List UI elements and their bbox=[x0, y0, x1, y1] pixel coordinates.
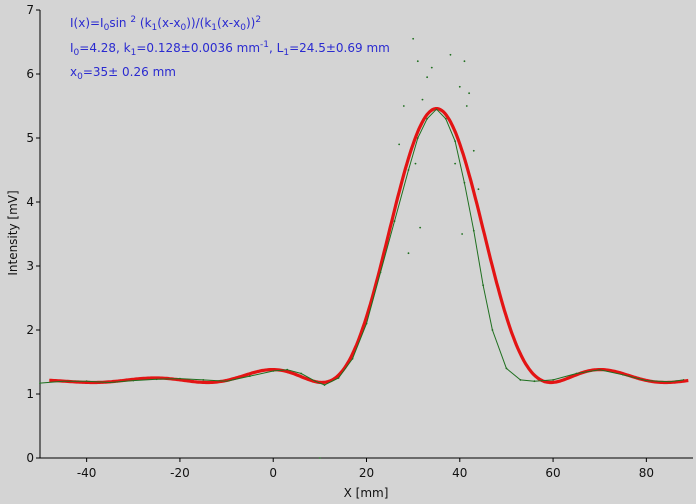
y-axis-label: Intensity [mV] bbox=[6, 190, 20, 275]
fit-annotation: I(x)=I0sin 2 (k1(x-x0))/(k1(x-x0))2 I0=4… bbox=[70, 15, 390, 82]
x-tick-label: 20 bbox=[359, 466, 374, 480]
outlier-points bbox=[318, 37, 480, 459]
y-tick-label: 7 bbox=[26, 3, 34, 17]
outlier-point bbox=[449, 53, 452, 56]
outlier-point bbox=[463, 60, 466, 63]
outlier-point bbox=[426, 76, 429, 79]
outlier-point bbox=[398, 143, 401, 146]
y-tick-label: 2 bbox=[26, 323, 34, 337]
measured-curve bbox=[39, 108, 684, 386]
measured-points bbox=[39, 108, 685, 386]
outlier-point bbox=[421, 98, 424, 101]
outlier-point bbox=[318, 457, 321, 459]
x-axis-label: X [mm] bbox=[344, 486, 389, 500]
outlier-point bbox=[414, 162, 417, 165]
x-tick-label: 80 bbox=[639, 466, 654, 480]
annotation-formula: I(x)=I0sin 2 (k1(x-x0))/(k1(x-x0))2 bbox=[70, 15, 261, 33]
outlier-point bbox=[468, 92, 471, 95]
y-ticks: 0 1 2 3 4 5 6 7 bbox=[26, 3, 40, 465]
y-tick-label: 6 bbox=[26, 67, 34, 81]
x-tick-label: -40 bbox=[77, 466, 97, 480]
outlier-point bbox=[430, 66, 433, 69]
outlier-point bbox=[472, 149, 475, 152]
x-tick-label: -20 bbox=[170, 466, 190, 480]
outlier-point bbox=[458, 85, 461, 88]
y-tick-label: 0 bbox=[26, 451, 34, 465]
outlier-point bbox=[461, 233, 464, 235]
annotation-params: I0=4.28, k1=0.128±0.0036 mm-1, L1=24.5±0… bbox=[70, 40, 390, 58]
y-tick-label: 5 bbox=[26, 131, 34, 145]
outlier-point bbox=[465, 105, 468, 107]
outlier-point bbox=[402, 105, 405, 107]
y-tick-label: 4 bbox=[26, 195, 34, 209]
outlier-point bbox=[477, 188, 480, 191]
outlier-point bbox=[412, 37, 415, 40]
fit-curve bbox=[49, 107, 689, 385]
x-tick-label: 0 bbox=[269, 466, 277, 480]
y-tick-label: 3 bbox=[26, 259, 34, 273]
outlier-point bbox=[454, 162, 457, 165]
x-ticks: -40 -20 0 20 40 60 80 bbox=[77, 458, 654, 480]
y-tick-label: 1 bbox=[26, 387, 34, 401]
annotation-x0: x0=35± 0.26 mm bbox=[70, 65, 176, 82]
outlier-point bbox=[407, 252, 410, 255]
outlier-point bbox=[419, 226, 422, 229]
outlier-point bbox=[416, 60, 419, 63]
x-tick-label: 60 bbox=[545, 466, 560, 480]
x-tick-label: 40 bbox=[452, 466, 467, 480]
